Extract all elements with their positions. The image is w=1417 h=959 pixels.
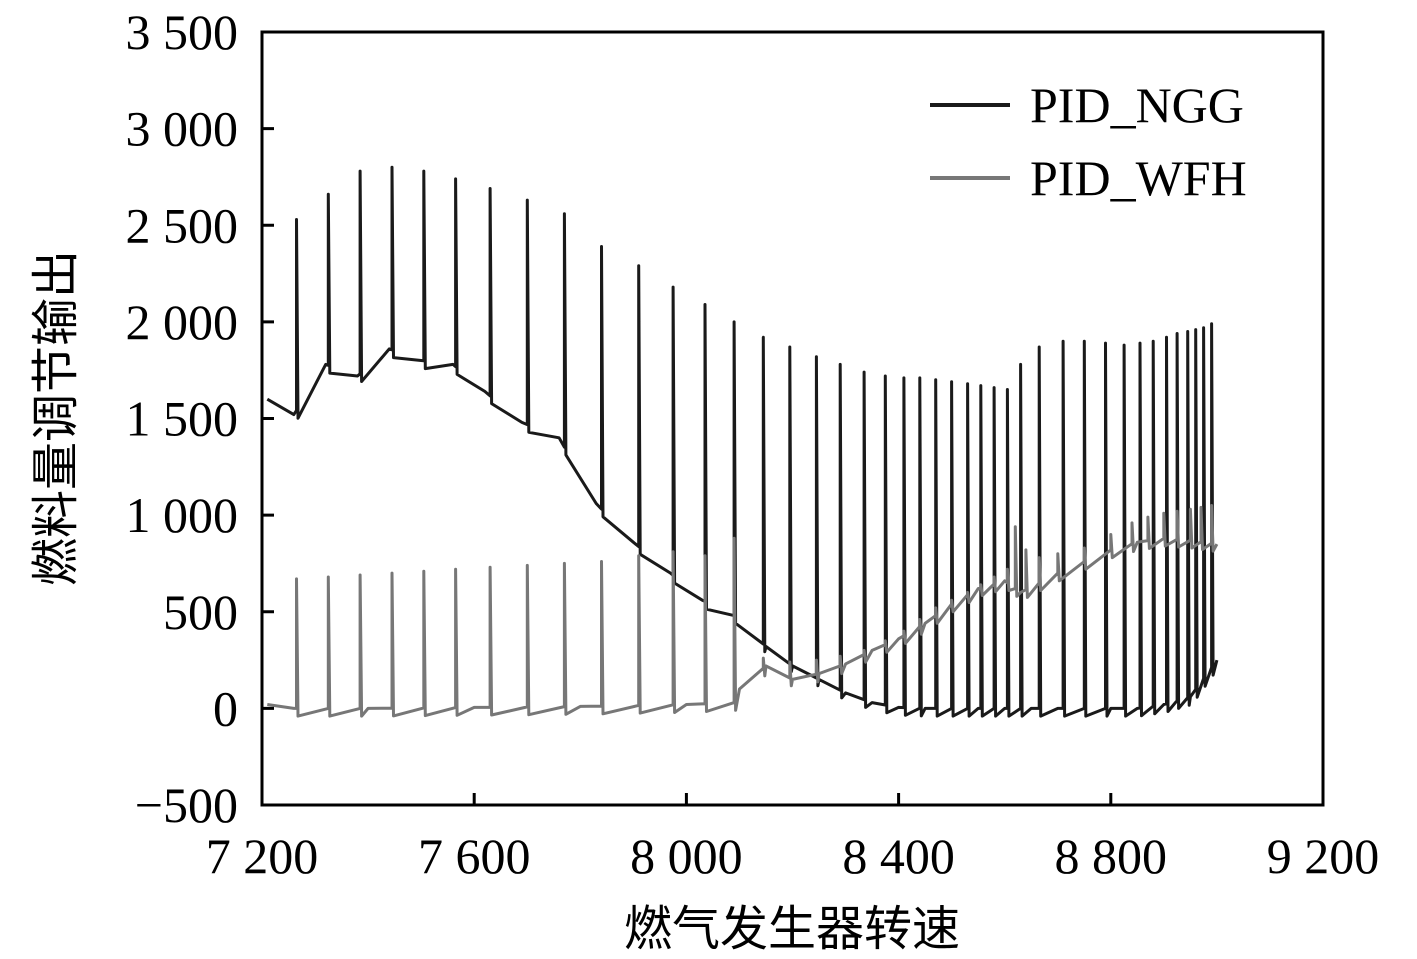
series-PID_WFH bbox=[267, 504, 1219, 718]
x-tick-label: 9 200 bbox=[1267, 828, 1380, 884]
series-line-PID_WFH bbox=[267, 504, 1219, 718]
legend: PID_NGG PID_WFH bbox=[930, 77, 1247, 206]
x-tick-label: 8 000 bbox=[630, 828, 743, 884]
x-axis-title: 燃气发生器转速 bbox=[624, 901, 960, 957]
y-tick-label: 500 bbox=[163, 584, 238, 640]
y-axis-title: 燃料量调节输出 bbox=[28, 250, 84, 586]
x-tick-label: 8 800 bbox=[1055, 828, 1168, 884]
y-tick-label: 3 000 bbox=[126, 101, 239, 157]
y-tick-label: 1 000 bbox=[126, 487, 239, 543]
legend-label: PID_WFH bbox=[1030, 150, 1247, 206]
y-tick-label: 1 500 bbox=[126, 391, 239, 447]
x-tick-label: 7 600 bbox=[418, 828, 531, 884]
y-tick-label: −500 bbox=[135, 777, 238, 833]
y-tick-label: 3 500 bbox=[126, 4, 239, 60]
plot-frame bbox=[260, 30, 1325, 807]
y-tick-label: 0 bbox=[213, 680, 238, 736]
y-tick-label: 2 500 bbox=[126, 197, 239, 253]
y-tick-label: 2 000 bbox=[126, 294, 239, 350]
legend-label: PID_NGG bbox=[1030, 77, 1244, 133]
x-tick-label: 8 400 bbox=[842, 828, 955, 884]
series-layer bbox=[266, 165, 1219, 718]
series-line-PID_NGG bbox=[266, 165, 1219, 718]
series-PID_NGG bbox=[266, 165, 1219, 718]
x-tick-label: 7 200 bbox=[206, 828, 319, 884]
ticks-layer: 7 200 7 600 8 000 8 400 8 800 9 200 −500 0 500 1 … bbox=[126, 4, 1380, 884]
